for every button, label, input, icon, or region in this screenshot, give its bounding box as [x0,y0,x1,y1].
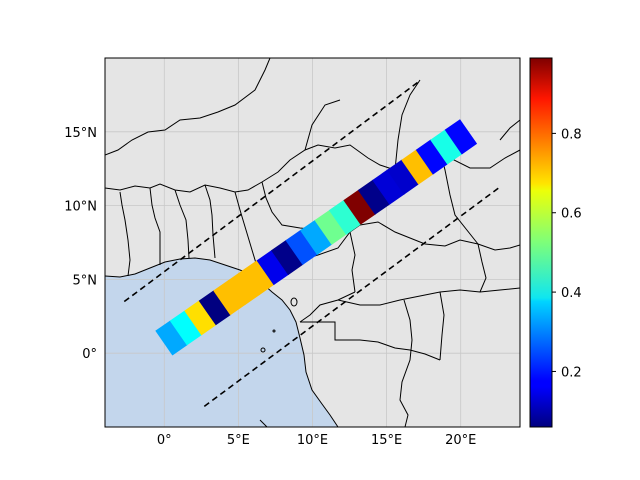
colorbar-fill [530,58,552,427]
swath-cell [386,159,420,195]
swath-cell [169,310,203,346]
map-axes: 0° 5°E 10°E 15°E 20°E 0° 5°N 10°N 15°N [64,57,521,448]
x-tick-label: 20°E [445,433,476,448]
swath-cell [285,229,318,265]
data-swath [155,119,478,356]
swath-cell [256,249,289,286]
colorbar-tick-label: 0.4 [561,286,582,301]
swath-cell [328,199,362,235]
swath-cell [401,149,434,185]
y-tick-label: 5°N [73,273,98,288]
swath-bounds [123,79,502,407]
colorbar-frame [529,57,553,428]
ocean-area [105,258,338,427]
swath-cell [155,320,188,356]
swath-cell [415,139,449,175]
islands [260,297,298,353]
swath-cell [314,209,347,245]
swath-cell [444,119,478,155]
colorbar-tick-label: 0.2 [561,365,582,380]
colorbar: 0.2 0.4 0.6 0.8 [529,57,582,428]
y-tick-labels: 0° 5°N 10°N 15°N [64,126,97,362]
colorbar-tick-label: 0.8 [561,127,582,142]
x-tick-label: 10°E [297,433,328,448]
y-tick-label: 15°N [64,126,97,141]
swath-cell [184,300,217,336]
bound-line [123,79,422,303]
swath-cell [242,259,275,296]
bound-line [203,185,502,407]
x-tick-label: 15°E [371,433,402,448]
swath-cell [343,189,376,225]
swath-cell [430,129,463,165]
swath-cell [372,169,405,205]
swath-cell [357,179,391,215]
swath-cell [198,290,232,326]
x-tick-label: 5°E [227,433,250,448]
map-frame [104,57,521,428]
swath-cell [213,280,246,316]
colorbar-tick-label: 0.6 [561,207,582,222]
y-tick-label: 10°N [64,200,97,215]
y-tick-label: 0° [82,347,97,362]
swath-cell [300,219,333,255]
x-tick-label: 0° [157,433,172,448]
swath-cell [227,270,261,306]
swath-cell [271,239,304,276]
colorbar-ticks: 0.2 0.4 0.6 0.8 [552,127,582,380]
x-tick-labels: 0° 5°E 10°E 15°E 20°E [157,433,476,448]
